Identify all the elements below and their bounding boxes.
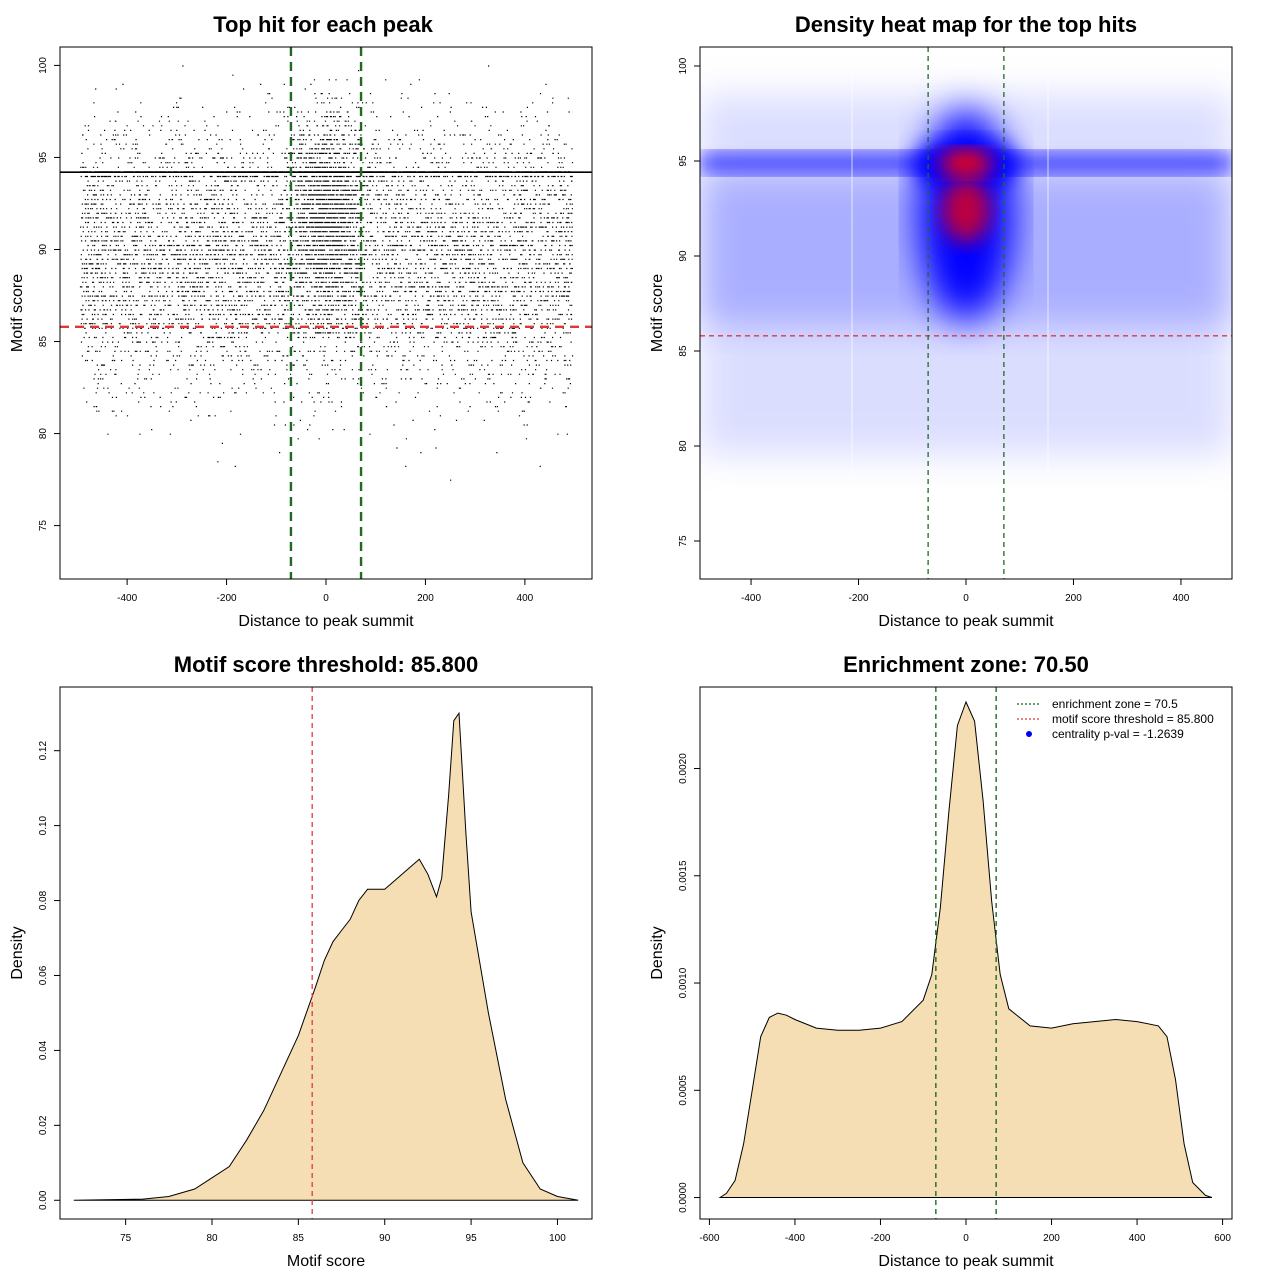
y-tick-label: 80 bbox=[38, 428, 49, 440]
panel-distance-density: Enrichment zone: 70.50 -600 -400 -200 0 200 4… bbox=[649, 652, 1233, 1270]
x-tick-label: 95 bbox=[466, 1233, 478, 1244]
panel-scatter: Top hit for each peak -400 -200 0 200 400 75… bbox=[9, 12, 593, 630]
heatmap-x-axis: -400 -200 0 200 400 bbox=[741, 579, 1190, 604]
panel-heatmap: Density heat map for the top hits -400 -2… bbox=[649, 12, 1233, 630]
x-tick-label: 200 bbox=[417, 593, 434, 604]
x-tick-label: -600 bbox=[699, 1233, 719, 1244]
y-tick-label: 90 bbox=[38, 243, 49, 255]
distance-density-legend: enrichment zone = 70.5 motif score thres… bbox=[1017, 697, 1214, 741]
legend-point-centrality bbox=[1026, 731, 1032, 737]
y-tick-label: 85 bbox=[38, 336, 49, 348]
x-tick-label: 400 bbox=[1173, 593, 1190, 604]
y-tick-label: 0.0020 bbox=[678, 753, 689, 784]
y-tick-label: 0.08 bbox=[38, 890, 49, 910]
x-tick-label: 200 bbox=[1043, 1233, 1060, 1244]
distance-density-x-axis: -600 -400 -200 0 200 400 600 bbox=[699, 1219, 1231, 1244]
score-density-x-axis: 75 80 85 90 95 100 bbox=[120, 1219, 566, 1244]
distance-density-title: Enrichment zone: 70.50 bbox=[843, 652, 1089, 677]
scatter-title: Top hit for each peak bbox=[213, 12, 433, 37]
x-tick-label: -400 bbox=[741, 593, 761, 604]
y-tick-label: 0.02 bbox=[38, 1115, 49, 1135]
y-tick-label: 75 bbox=[38, 520, 49, 532]
legend-label-centrality: centrality p-val = -1.2639 bbox=[1052, 727, 1184, 741]
scatter-plot-box bbox=[59, 46, 593, 580]
scatter-point-cloud bbox=[79, 65, 574, 481]
y-tick-label: 0.04 bbox=[38, 1040, 49, 1060]
y-tick-label: 85 bbox=[678, 345, 689, 357]
heatmap-y-label: Motif score bbox=[649, 274, 666, 352]
y-tick-label: 90 bbox=[678, 250, 689, 262]
heatmap-hotspot-upper bbox=[940, 150, 992, 176]
distance-density-reference-lines bbox=[935, 687, 997, 1219]
x-tick-label: 90 bbox=[379, 1233, 391, 1244]
y-tick-label: 0.12 bbox=[38, 741, 49, 761]
score-density-y-axis: 0.00 0.02 0.04 0.06 0.08 0.10 0.12 bbox=[38, 741, 60, 1210]
y-tick-label: 0.0000 bbox=[678, 1182, 689, 1213]
panel-score-density: Motif score threshold: 85.800 75 80 85 90 95… bbox=[9, 652, 593, 1270]
heatmap-x-label: Distance to peak summit bbox=[878, 613, 1054, 630]
x-tick-label: 200 bbox=[1065, 593, 1082, 604]
x-tick-label: 400 bbox=[517, 593, 534, 604]
x-tick-label: 100 bbox=[549, 1233, 566, 1244]
score-density-x-label: Motif score bbox=[287, 1253, 365, 1270]
y-tick-label: 0.0010 bbox=[678, 967, 689, 998]
y-tick-label: 0.00 bbox=[38, 1190, 49, 1210]
scatter-reference-lines bbox=[60, 47, 592, 579]
x-tick-label: 0 bbox=[963, 593, 969, 604]
x-tick-label: -200 bbox=[849, 593, 869, 604]
y-tick-label: 0.06 bbox=[38, 965, 49, 985]
y-tick-label: 75 bbox=[678, 535, 689, 547]
x-tick-label: -200 bbox=[217, 593, 237, 604]
scatter-y-axis: 75 80 85 90 95 100 bbox=[38, 57, 60, 532]
x-tick-label: -400 bbox=[785, 1233, 805, 1244]
score-density-plot-box bbox=[59, 686, 593, 1220]
y-tick-label: 0.10 bbox=[38, 815, 49, 835]
y-tick-label: 0.0015 bbox=[678, 860, 689, 891]
y-tick-label: 100 bbox=[38, 57, 49, 74]
legend-label-enrichment: enrichment zone = 70.5 bbox=[1052, 697, 1178, 711]
distance-density-y-axis: 0.0000 0.0005 0.0010 0.0015 0.0020 bbox=[678, 753, 700, 1213]
x-tick-label: 85 bbox=[293, 1233, 305, 1244]
x-tick-label: -200 bbox=[870, 1233, 890, 1244]
heatmap-title: Density heat map for the top hits bbox=[795, 12, 1137, 37]
x-tick-label: 80 bbox=[206, 1233, 218, 1244]
score-density-title: Motif score threshold: 85.800 bbox=[174, 652, 478, 677]
y-tick-label: 95 bbox=[38, 151, 49, 163]
x-tick-label: 400 bbox=[1129, 1233, 1146, 1244]
y-tick-label: 80 bbox=[678, 440, 689, 452]
score-density-y-label: Density bbox=[9, 926, 26, 979]
heatmap-field bbox=[700, 47, 1232, 579]
scatter-x-axis: -400 -200 0 200 400 bbox=[117, 579, 534, 604]
distance-density-x-label: Distance to peak summit bbox=[878, 1253, 1054, 1270]
x-tick-label: 600 bbox=[1214, 1233, 1231, 1244]
scatter-points bbox=[79, 65, 574, 481]
score-density-curve bbox=[73, 711, 579, 1201]
distance-density-curve bbox=[718, 700, 1213, 1198]
legend-label-threshold: motif score threshold = 85.800 bbox=[1052, 712, 1214, 726]
x-tick-label: -400 bbox=[117, 593, 137, 604]
x-tick-label: 0 bbox=[323, 593, 329, 604]
heatmap-reference-lines bbox=[700, 47, 1232, 579]
heatmap-y-axis: 75 80 85 90 95 100 bbox=[678, 57, 700, 547]
y-tick-label: 100 bbox=[678, 57, 689, 74]
y-tick-label: 0.0005 bbox=[678, 1075, 689, 1106]
heatmap-hotspot-lower bbox=[942, 178, 990, 242]
scatter-y-label: Motif score bbox=[9, 274, 26, 352]
x-tick-label: 75 bbox=[120, 1233, 132, 1244]
y-tick-label: 95 bbox=[678, 155, 689, 167]
x-tick-label: 0 bbox=[963, 1233, 969, 1244]
distance-density-y-label: Density bbox=[649, 926, 666, 979]
scatter-x-label: Distance to peak summit bbox=[238, 613, 414, 630]
